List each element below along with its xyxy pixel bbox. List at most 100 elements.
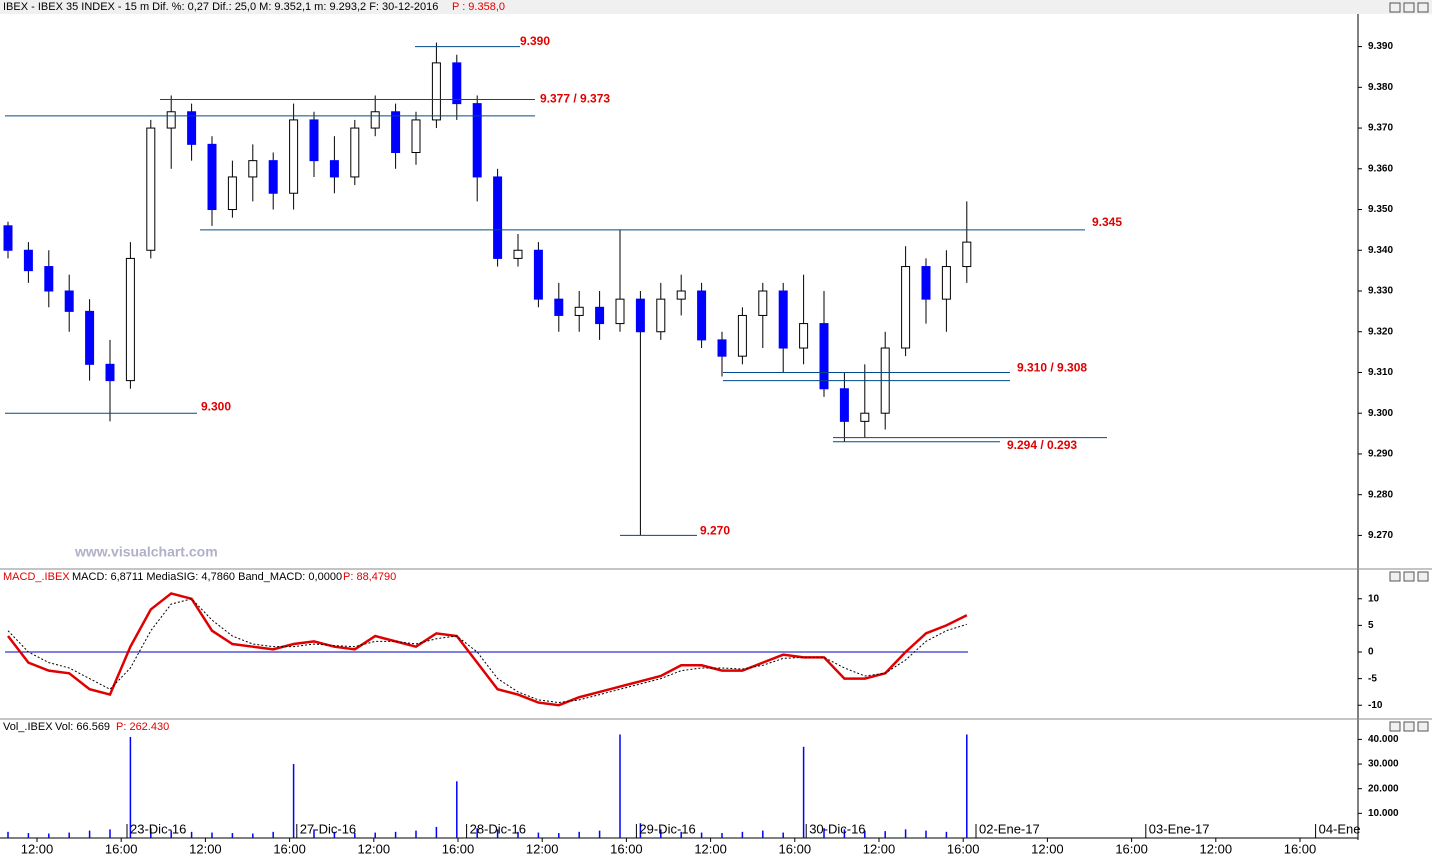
volume-bar	[578, 831, 580, 838]
panel-price: P: 88,4790	[343, 571, 396, 583]
y-tick-label: 20.000	[1368, 783, 1399, 794]
volume-bar	[782, 832, 784, 838]
volume-bar	[945, 831, 948, 838]
y-tick-label: 5	[1368, 620, 1374, 631]
volume-bar	[435, 826, 438, 838]
x-tick-label: 16:00	[442, 841, 475, 856]
window-buttons[interactable]	[1389, 2, 1429, 732]
volume-bar	[823, 828, 825, 838]
panel-title: MACD_.IBEX	[3, 571, 70, 583]
y-tick-label: 9.310	[1368, 367, 1393, 378]
candle-body	[941, 266, 951, 300]
volume-bar	[904, 829, 907, 838]
volume-bar	[496, 829, 499, 838]
volume-bar	[354, 833, 356, 838]
volume-bar	[864, 830, 866, 838]
candle-body	[635, 298, 645, 333]
candle-body	[513, 249, 523, 259]
date-label: 03-Ene-17	[1149, 821, 1210, 836]
volume-bar	[802, 746, 805, 838]
candle-body	[901, 266, 911, 349]
x-tick-label: 16:00	[105, 841, 138, 856]
y-tick-label: 9.280	[1368, 489, 1393, 500]
candle-body	[207, 143, 217, 211]
candle-body	[411, 119, 421, 153]
candle-body	[44, 266, 54, 292]
volume-bar	[88, 830, 91, 838]
x-tick-label: 16:00	[273, 841, 306, 856]
volume-bar	[843, 829, 846, 838]
candle-body	[595, 306, 605, 325]
candle-body	[656, 298, 666, 333]
volume-bar	[537, 832, 540, 838]
volume-bar	[966, 734, 968, 838]
volume-bar	[27, 833, 30, 838]
date-label: 02-Ene-17	[979, 821, 1040, 836]
x-tick-label: 12:00	[1200, 841, 1233, 856]
y-tick-label: 9.290	[1368, 449, 1393, 460]
volume-bar	[231, 833, 234, 838]
x-tick-label: 16:00	[947, 841, 980, 856]
min-button[interactable]	[1389, 721, 1401, 732]
min-button[interactable]	[1389, 571, 1401, 582]
candle-body	[676, 290, 686, 300]
max-button[interactable]	[1403, 571, 1415, 582]
candle-body	[146, 127, 156, 251]
volume-bar	[517, 831, 519, 838]
y-tick-label: 0	[1368, 647, 1374, 658]
header-title: IBEX - IBEX 35 INDEX - 15 m Dif. %: 0,27…	[3, 1, 438, 13]
y-tick-label: 9.340	[1368, 245, 1393, 256]
candle-body	[329, 160, 339, 178]
level-label: 9.270	[700, 524, 730, 538]
x-tick-label: 12:00	[526, 841, 559, 856]
candle-body	[697, 290, 707, 341]
candle-body	[64, 290, 74, 312]
volume-bar	[7, 831, 9, 838]
volume-bar	[333, 831, 336, 838]
candle-body	[452, 62, 462, 105]
max-button[interactable]	[1403, 2, 1415, 13]
min-button[interactable]	[1389, 2, 1401, 13]
candle-body	[533, 249, 543, 300]
candle-body	[309, 119, 319, 162]
volume-bar	[415, 830, 417, 838]
candle-body	[574, 306, 584, 316]
candle-body	[248, 160, 258, 178]
level-label: 9.310 / 9.308	[1017, 361, 1087, 375]
y-tick-label: 10	[1368, 593, 1380, 604]
volume-bar	[150, 828, 152, 838]
header-price: P : 9.358,0	[452, 1, 505, 13]
close-button[interactable]	[1417, 2, 1429, 13]
candle-body	[758, 290, 768, 316]
close-button[interactable]	[1417, 571, 1429, 582]
candle-body	[778, 290, 788, 349]
candle-body	[105, 363, 115, 382]
level-label: 9.300	[201, 399, 231, 413]
date-label: 04-Ene	[1319, 821, 1361, 836]
volume-bar	[48, 833, 50, 838]
volume-bar	[598, 830, 601, 838]
date-label: 27-Dic-16	[300, 821, 356, 836]
close-button[interactable]	[1417, 721, 1429, 732]
y-tick-label: 9.380	[1368, 82, 1393, 93]
max-button[interactable]	[1403, 721, 1415, 732]
series-line	[7, 592, 968, 707]
volume-bar	[558, 833, 560, 838]
candle-body	[268, 160, 278, 194]
x-tick-label: 16:00	[1284, 841, 1317, 856]
candle-body	[493, 176, 503, 259]
y-tick-label: -5	[1368, 673, 1377, 684]
title-bar	[0, 0, 1432, 14]
candle-body	[799, 323, 809, 349]
date-label: 30-Dic-16	[809, 821, 865, 836]
x-tick-label: 12:00	[1031, 841, 1064, 856]
volume-bar	[680, 831, 682, 838]
panel-price: P: 262.430	[116, 721, 169, 733]
candle-body	[554, 298, 564, 316]
volume-bar	[639, 823, 642, 838]
candle-body	[23, 249, 33, 272]
candle-body	[819, 323, 829, 390]
level-label: 9.345	[1092, 215, 1122, 229]
y-tick-label: -10	[1368, 700, 1383, 711]
